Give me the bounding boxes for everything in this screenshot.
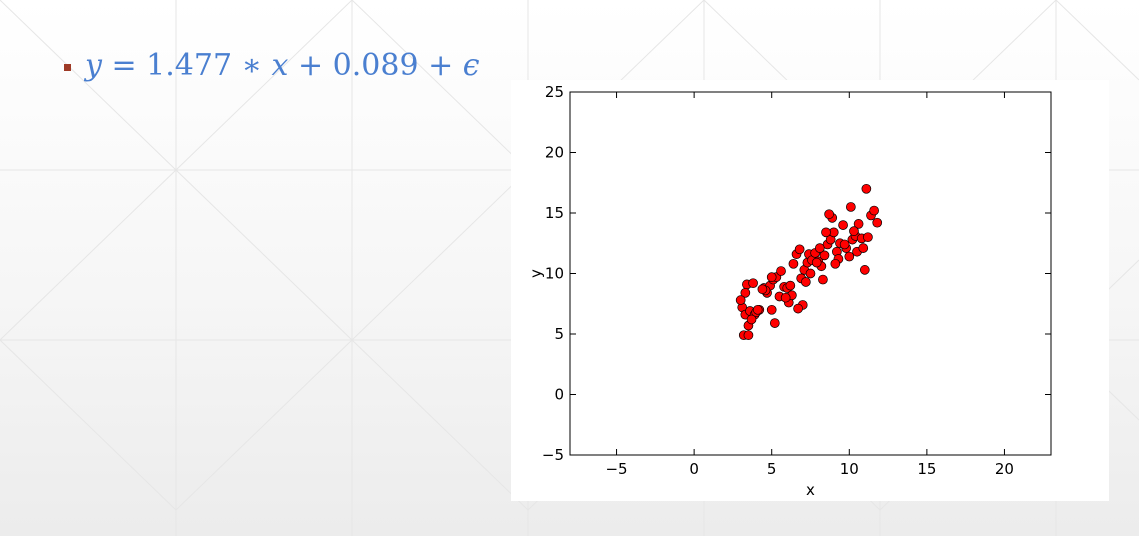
plot-frame [569, 91, 1052, 456]
regression-equation: y = 1.477 ∗ x + 0.089 + ϵ [85, 48, 480, 83]
data-point [863, 232, 873, 243]
data-point [746, 314, 757, 325]
data-point [785, 280, 796, 291]
data-point [844, 251, 855, 262]
y-axis-ticks: −5 0 5 10 15 20 25 [542, 83, 1051, 464]
data-point [805, 268, 816, 279]
data-point [858, 243, 869, 253]
scatter-chart: −5 0 5 10 15 20 −5 0 5 10 15 20 25 x y [527, 83, 1052, 499]
data-point [818, 274, 828, 285]
data-point [780, 292, 791, 303]
data-point [800, 277, 811, 287]
data-point [752, 304, 763, 315]
x-tick-label: 15 [917, 460, 936, 478]
y-tick-label: 5 [554, 325, 564, 343]
data-point [830, 258, 841, 269]
data-point [776, 266, 786, 276]
equation-coef: = 1.477 ∗ [101, 48, 272, 83]
equation-bullet: y = 1.477 ∗ x + 0.089 + ϵ [64, 48, 480, 83]
data-point [819, 250, 830, 261]
y-tick-label: 25 [545, 83, 564, 101]
data-point [740, 288, 751, 298]
data-point [821, 227, 831, 238]
data-point [766, 304, 777, 315]
y-axis-label: y [527, 269, 545, 278]
y-tick-label: 10 [545, 265, 564, 283]
data-point [849, 226, 859, 236]
x-axis-ticks: −5 0 5 10 15 20 [605, 92, 1014, 478]
equation-y: y [85, 48, 102, 83]
x-tick-label: −5 [605, 460, 627, 478]
data-point [788, 258, 799, 269]
data-point [824, 209, 834, 220]
y-tick-label: 20 [545, 144, 564, 162]
x-axis-label: x [806, 481, 815, 499]
data-point [757, 284, 768, 295]
data-point [769, 318, 780, 328]
x-tick-label: 0 [689, 460, 699, 478]
data-point [838, 220, 848, 230]
data-point [859, 265, 870, 275]
bullet-marker-icon [64, 64, 71, 71]
data-point [811, 257, 822, 268]
data-points [735, 183, 883, 341]
x-tick-label: 5 [767, 460, 777, 478]
data-point [872, 217, 883, 228]
scatter-chart-panel: −5 0 5 10 15 20 −5 0 5 10 15 20 25 x y [511, 80, 1109, 501]
equation-x: x [271, 48, 289, 83]
data-point [814, 243, 825, 253]
data-point [743, 330, 754, 341]
data-point [735, 295, 746, 305]
y-tick-label: −5 [542, 446, 564, 464]
data-point [794, 244, 805, 255]
data-point [845, 202, 856, 212]
x-tick-label: 10 [840, 460, 859, 478]
data-point [793, 303, 803, 314]
data-point [748, 278, 758, 289]
equation-epsilon: ϵ [462, 48, 480, 83]
y-tick-label: 0 [554, 386, 564, 404]
data-point [869, 205, 879, 216]
y-tick-label: 15 [545, 204, 564, 222]
data-point [766, 272, 777, 282]
x-tick-label: 20 [995, 460, 1014, 478]
equation-intercept: + 0.089 + [288, 48, 463, 83]
data-point [861, 183, 872, 194]
data-point [853, 219, 864, 229]
data-point [839, 239, 850, 250]
